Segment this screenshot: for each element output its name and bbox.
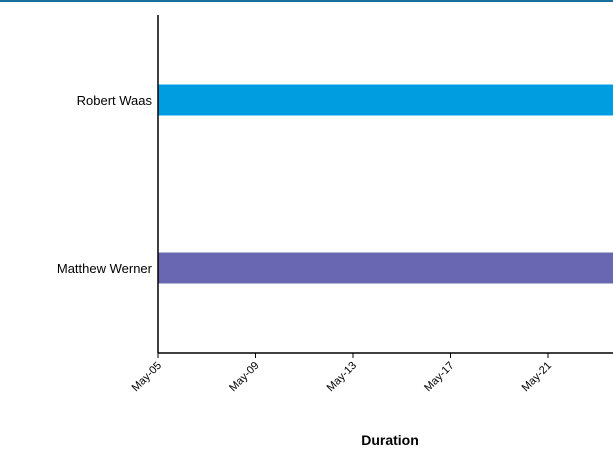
x-tick-label: May-05: [130, 360, 164, 394]
x-tick-label: May-13: [325, 360, 359, 394]
bar-matthew-werner: [158, 252, 613, 284]
category-labels: Robert Waas Matthew Werner: [57, 93, 153, 276]
category-label: Matthew Werner: [57, 261, 153, 276]
x-tick-label: May-17: [422, 360, 456, 394]
x-tick-label: May-21: [520, 360, 554, 394]
x-tick-label: May-09: [227, 360, 261, 394]
bar-layer: [158, 84, 613, 284]
category-label: Robert Waas: [77, 93, 153, 108]
x-axis-title: Duration: [361, 432, 419, 448]
header-rule: [0, 0, 613, 2]
x-tick-labels: May-05 May-09 May-13 May-17 May-21: [130, 353, 554, 394]
bar-robert-waas: [158, 84, 613, 116]
